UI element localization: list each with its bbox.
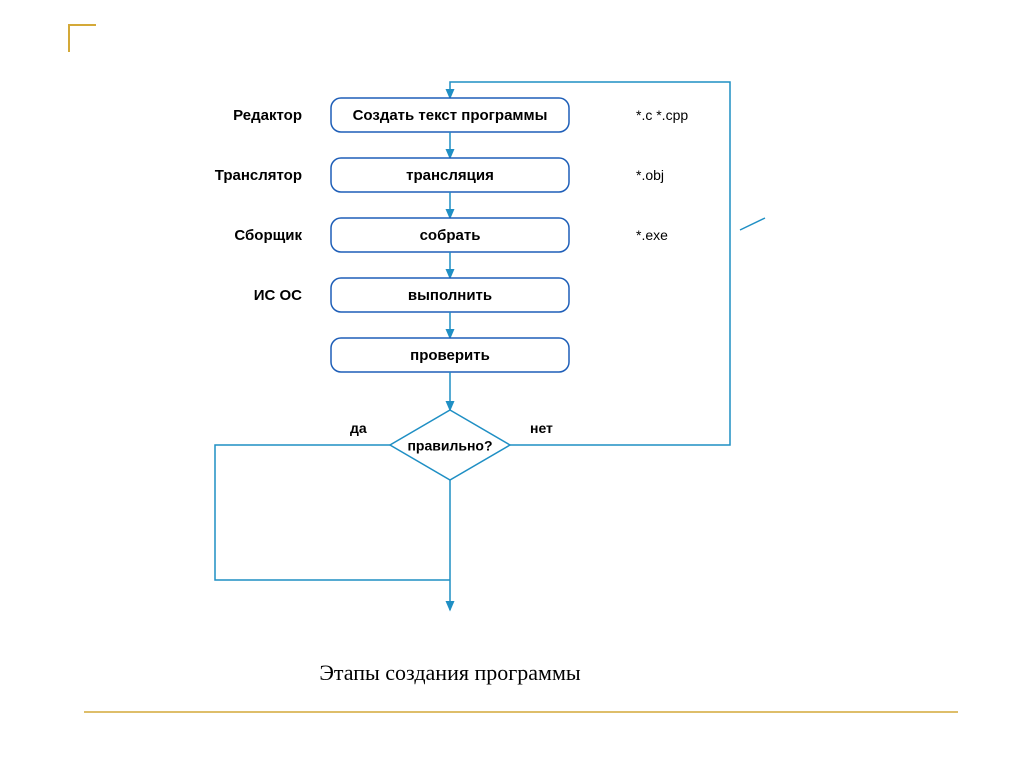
flowchart-svg: Создать текст программы Редактор *.c *.cpp… <box>0 0 1024 768</box>
caption-text: Этапы создания программы <box>319 660 581 685</box>
process-node-label-n5: проверить <box>410 347 490 364</box>
no-label: нет <box>530 420 553 436</box>
left-label-n2: Транслятор <box>215 167 302 184</box>
right-label-n1: *.c *.cpp <box>636 107 688 123</box>
yes-branch-connector <box>215 445 450 580</box>
process-node-label-n3: собрать <box>420 227 481 244</box>
left-label-n4: ИС ОС <box>254 287 302 304</box>
decision-label: правильно? <box>407 438 492 454</box>
process-node-label-n2: трансляция <box>406 167 494 184</box>
left-label-n3: Сборщик <box>234 227 302 244</box>
stray-mark <box>740 218 765 230</box>
yes-label: да <box>350 420 367 436</box>
left-label-n1: Редактор <box>233 107 302 124</box>
process-node-label-n4: выполнить <box>408 287 492 304</box>
right-label-n3: *.exe <box>636 227 668 243</box>
right-label-n2: *.obj <box>636 167 664 183</box>
process-node-label-n1: Создать текст программы <box>353 107 548 124</box>
feedback-no-connector <box>450 82 730 445</box>
